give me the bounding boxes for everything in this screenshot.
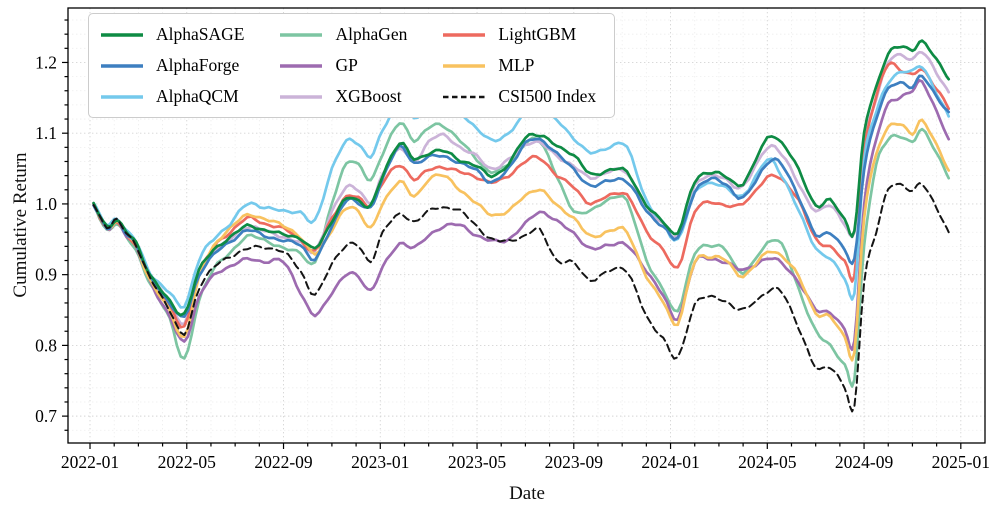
legend-item-lightgbm: LightGBM [443,23,596,44]
y-tick-label: 1.0 [35,194,57,214]
x-tick-label: 2025-01 [932,452,990,472]
legend-swatch-icon [101,32,143,37]
legend-label: AlphaForge [156,54,240,75]
legend-swatch-icon [443,95,486,98]
series-line-alphaqcm [92,65,951,309]
legend-label: AlphaSAGE [156,23,245,44]
plot-border [67,7,986,444]
x-tick-label: 2023-05 [448,452,507,472]
legend-item-alphaqcm: AlphaQCM [101,85,244,106]
y-tick-label: 1.1 [35,123,57,143]
legend-swatch-icon [280,32,323,37]
legend-item-alphasage: AlphaSAGE [101,23,245,44]
x-tick-label: 2024-01 [641,452,699,472]
legend-swatch-icon [280,94,323,99]
x-tick-label: 2022-05 [158,452,217,472]
legend-label: XGBoost [335,85,402,106]
y-tick-label: 1.2 [35,52,57,72]
legend-swatch-icon [101,63,143,68]
series-lines [92,39,951,413]
legend-label: AlphaGen [335,23,408,44]
chart-legend: AlphaSAGE AlphaForge AlphaQCM AlphaGen GP XGB… [88,13,616,118]
legend-item-gp: GP [280,54,407,75]
y-tick-label: 0.7 [35,406,57,426]
y-tick-label: 0.9 [35,265,57,285]
legend-swatch-icon [101,94,143,99]
legend-item-alphagen: AlphaGen [280,23,408,44]
legend-item-alphaforge: AlphaForge [101,54,244,75]
series-line-mlp [92,118,951,362]
x-tick-label: 2023-09 [545,452,604,472]
series-line-csi500-index [92,182,950,413]
x-tick-label: 2022-01 [61,452,119,472]
legend-swatch-icon [280,63,323,68]
y-tick-label: 0.8 [35,335,57,355]
legend-label: LightGBM [498,23,577,44]
legend-item-xgboost: XGBoost [280,85,407,106]
y-axis-title: Cumulative Return [10,152,31,298]
x-tick-label: 2022-09 [254,452,313,472]
x-tick-label: 2023-01 [351,452,409,472]
legend-swatch-icon [443,32,486,37]
series-line-alphasage [92,39,951,317]
x-axis-title: Date [509,483,545,504]
legend-swatch-icon [443,63,486,68]
legend-label: CSI500 Index [498,85,597,106]
legend-label: AlphaQCM [156,85,239,106]
x-tick-label: 2024-05 [738,452,797,472]
axis-ticks [62,19,962,449]
legend-label: MLP [498,54,535,75]
legend-label: GP [335,54,358,75]
legend-item-csi500-index: CSI500 Index [443,85,597,106]
series-line-alphaforge [92,74,951,319]
x-tick-label: 2024-09 [835,452,894,472]
series-line-gp [92,78,951,352]
legend-item-mlp: MLP [443,54,596,75]
